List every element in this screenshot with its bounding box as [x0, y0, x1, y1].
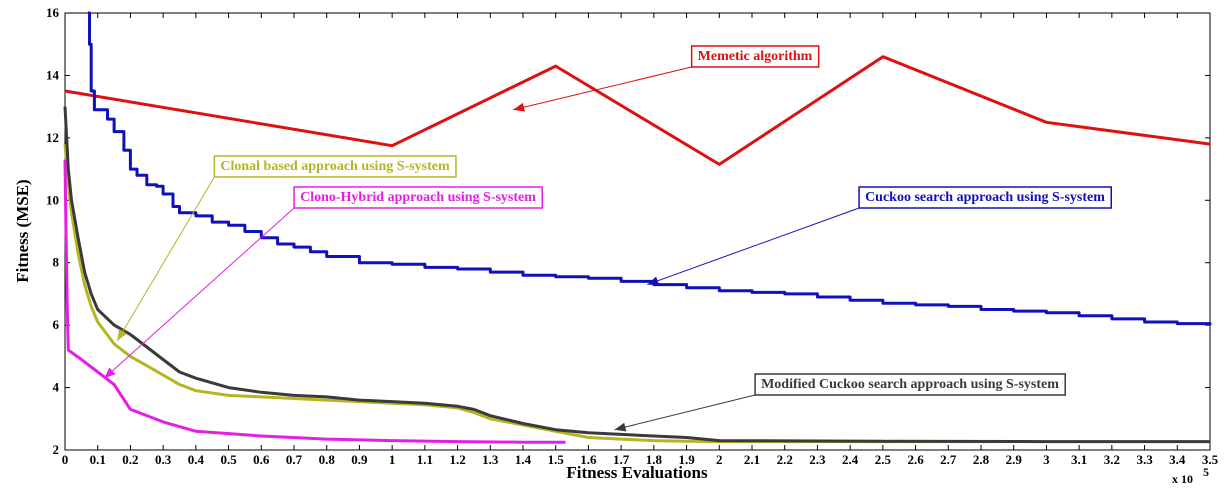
annotation-arrow-line [647, 207, 860, 286]
annotation-box [213, 155, 457, 178]
x-tick-label: 0.8 [319, 452, 336, 467]
annotation-arrow-head [117, 328, 127, 341]
x-tick-label: 3 [1043, 452, 1050, 467]
x-tick-label: 3.5 [1202, 452, 1219, 467]
annotation-callout: Cuckoo search approach using S-system [647, 186, 1113, 286]
x-tick-label: 0.2 [122, 452, 138, 467]
x-scale-exponent: 5 [1203, 465, 1209, 479]
annotation-arrow-line [116, 176, 215, 342]
y-tick-label: 6 [53, 317, 60, 332]
annotation-box [293, 186, 544, 209]
x-tick-label: 2.7 [940, 452, 957, 467]
x-tick-label: 3.1 [1071, 452, 1087, 467]
x-tick-label: 1.3 [482, 452, 499, 467]
annotation-box [858, 186, 1113, 209]
annotation-callout: Modified Cuckoo search approach using S-… [614, 373, 1066, 432]
series-line-memetic-algorithm [64, 55, 1211, 166]
x-tick-label: 1.9 [678, 452, 695, 467]
annotation-label: Modified Cuckoo search approach using S-… [761, 377, 1059, 392]
x-tick-label: 0.1 [90, 452, 106, 467]
x-tick-label: 2.4 [842, 452, 859, 467]
x-tick-label: 0.7 [286, 452, 303, 467]
x-tick-label: 0.3 [155, 452, 172, 467]
x-tick-label: 0 [62, 452, 69, 467]
x-tick-label: 1.1 [417, 452, 433, 467]
x-scale-multiplier: x 10 [1172, 472, 1193, 486]
series-line-modified-cuckoo-search-approach-using-s-system [63, 106, 1210, 444]
x-tick-label: 1.2 [449, 452, 465, 467]
x-tick-label: 2 [716, 452, 723, 467]
x-tick-label: 2.2 [777, 452, 793, 467]
x-axis-label: Fitness Evaluations [566, 463, 708, 482]
x-tick-label: 1.4 [515, 452, 532, 467]
y-tick-label: 12 [46, 130, 59, 145]
x-tick-label: 0.6 [253, 452, 270, 467]
y-tick-label: 2 [53, 442, 60, 457]
x-tick-label: 2.3 [809, 452, 826, 467]
x-tick-label: 0.9 [351, 452, 368, 467]
y-tick-label: 10 [46, 192, 59, 207]
annotation-arrow-line [513, 66, 692, 111]
x-tick-label: 0.5 [220, 452, 237, 467]
y-axis-label: Fitness (MSE) [13, 179, 32, 282]
x-tick-label: 2.9 [1006, 452, 1023, 467]
annotation-callout: Memetic algorithm [513, 45, 820, 112]
x-tick-label: 0.4 [188, 452, 205, 467]
x-tick-label: 2.8 [973, 452, 990, 467]
x-tick-label: 1.8 [646, 452, 663, 467]
x-tick-label: 1.7 [613, 452, 630, 467]
x-tick-label: 3.4 [1169, 452, 1186, 467]
annotation-label: Memetic algorithm [698, 49, 813, 64]
annotation-callout: Clonal based approach using S-system [116, 155, 457, 342]
annotation-arrow-head [104, 367, 116, 379]
annotation-arrow-line [614, 394, 756, 431]
series-line-clonal-based-approach-using-s-system [63, 143, 998, 444]
x-tick-label: 2.5 [875, 452, 892, 467]
annotation-label: Cuckoo search approach using S-system [865, 190, 1105, 205]
series-line-cuckoo-search-approach-using-s-system [87, 11, 1212, 326]
y-tick-label: 4 [53, 380, 60, 395]
x-tick-label: 3.2 [1104, 452, 1120, 467]
annotation-callout: Clono-Hybrid approach using S-system [103, 186, 544, 379]
y-tick-label: 16 [46, 5, 60, 20]
annotation-arrow-head [647, 276, 660, 286]
y-tick-label: 14 [46, 67, 60, 82]
x-tick-label: 1.5 [548, 452, 565, 467]
x-tick-label: 1.6 [580, 452, 597, 467]
annotation-label: Clono-Hybrid approach using S-system [300, 190, 536, 205]
annotation-box [690, 45, 820, 68]
x-tick-label: 2.6 [907, 452, 924, 467]
annotation-arrow-head [614, 422, 627, 432]
annotation-box [754, 373, 1066, 396]
annotation-label: Clonal based approach using S-system [220, 159, 450, 174]
annotation-arrow-line [103, 207, 295, 379]
x-tick-label: 1 [389, 452, 396, 467]
x-tick-label: 3.3 [1136, 452, 1153, 467]
x-tick-label: 2.1 [744, 452, 760, 467]
annotation-arrow-head [513, 102, 525, 112]
y-tick-label: 8 [53, 255, 60, 270]
series-line-clono-hybrid-approach-using-s-system [63, 159, 566, 444]
